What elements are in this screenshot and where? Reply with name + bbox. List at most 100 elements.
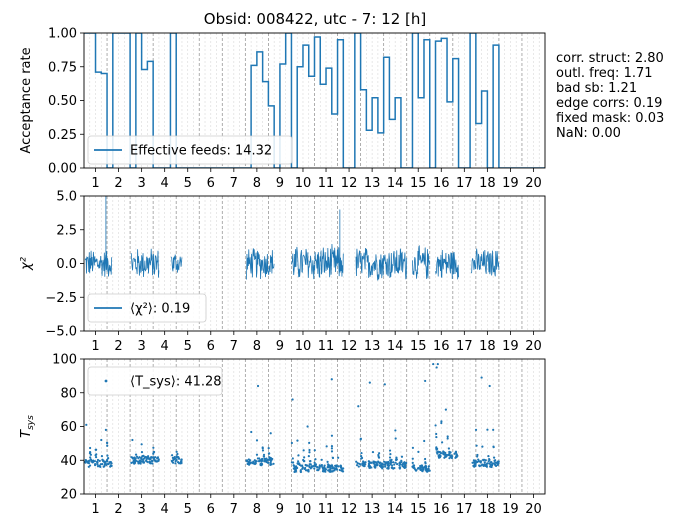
tsys-point bbox=[377, 453, 380, 457]
tsys-point bbox=[327, 464, 330, 468]
tsys-point bbox=[383, 383, 386, 386]
x-tick-label: 5 bbox=[184, 176, 192, 191]
tsys-point bbox=[400, 455, 404, 458]
tsys-point bbox=[381, 467, 384, 470]
tsys-point bbox=[399, 463, 402, 466]
tsys-point bbox=[401, 464, 404, 468]
tsys-point bbox=[267, 458, 270, 461]
tsys-point bbox=[394, 429, 397, 432]
tsys-point bbox=[367, 460, 370, 463]
tsys-point bbox=[330, 434, 334, 437]
tsys-point bbox=[143, 456, 146, 460]
x-tick-label: 20 bbox=[525, 176, 542, 191]
tsys-point bbox=[474, 461, 477, 465]
tsys-point bbox=[153, 458, 156, 462]
tsys-point bbox=[356, 462, 359, 465]
tsys-point bbox=[488, 384, 491, 388]
tsys-point bbox=[450, 456, 454, 460]
tsys-point bbox=[252, 460, 255, 463]
tsys-point bbox=[272, 462, 275, 465]
x-tick-label: 20 bbox=[525, 502, 542, 517]
tsys-point bbox=[255, 453, 259, 456]
tsys-point bbox=[368, 381, 371, 384]
tsys-point bbox=[389, 462, 392, 465]
tsys-point bbox=[487, 460, 490, 463]
x-tick-label: 14 bbox=[387, 176, 404, 191]
tsys-point bbox=[388, 449, 392, 452]
tsys-point bbox=[297, 454, 300, 457]
tsys-point bbox=[133, 462, 136, 465]
tsys-point bbox=[318, 467, 321, 470]
tsys-point bbox=[471, 461, 474, 464]
tsys-point bbox=[478, 465, 481, 468]
tsys-point bbox=[386, 467, 389, 470]
tsys-point bbox=[261, 457, 264, 461]
tsys-point bbox=[291, 398, 294, 401]
x-tick-label: 16 bbox=[433, 502, 450, 517]
x-tick-label: 8 bbox=[253, 176, 261, 191]
tsys-point bbox=[87, 465, 90, 468]
tsys-point bbox=[370, 461, 373, 464]
tsys-point bbox=[474, 428, 478, 431]
tsys-point bbox=[140, 458, 144, 461]
tsys-point bbox=[152, 452, 155, 455]
tsys-point bbox=[175, 455, 178, 458]
stat-corr-struct: corr. struct: 2.80 bbox=[556, 51, 664, 66]
plot-area bbox=[84, 196, 500, 281]
tsys-point bbox=[436, 450, 439, 453]
tsys-point bbox=[248, 462, 251, 465]
tsys-point bbox=[89, 453, 92, 456]
tsys-point bbox=[357, 465, 360, 468]
y-axis-label: Acceptance rate bbox=[19, 47, 34, 153]
y-tick-label: 0.00 bbox=[48, 162, 77, 177]
tsys-point bbox=[94, 462, 97, 466]
tsys-point bbox=[92, 460, 95, 463]
y-tick-label: 0.50 bbox=[48, 94, 77, 109]
tsys-point bbox=[448, 452, 451, 455]
x-tick-label: 5 bbox=[184, 339, 192, 354]
tsys-point bbox=[379, 461, 382, 464]
tsys-point bbox=[308, 460, 312, 463]
tsys-point bbox=[445, 453, 448, 456]
tsys-point bbox=[355, 464, 359, 467]
plot-area bbox=[84, 362, 500, 474]
tsys-point bbox=[248, 460, 251, 463]
tsys-point bbox=[371, 450, 375, 454]
stat-nan: NaN: 0.00 bbox=[556, 126, 621, 141]
x-tick-label: 8 bbox=[253, 339, 261, 354]
tsys-point bbox=[267, 446, 270, 450]
tsys-point bbox=[341, 467, 344, 470]
stat-edge-corrs: edge corrs: 0.19 bbox=[556, 96, 662, 111]
x-tick-label: 7 bbox=[230, 339, 238, 354]
tsys-point bbox=[476, 455, 479, 458]
tsys-point bbox=[380, 462, 383, 465]
tsys-point bbox=[308, 465, 311, 468]
tsys-point bbox=[488, 457, 491, 461]
tsys-point bbox=[391, 464, 394, 467]
tsys-point bbox=[156, 456, 160, 459]
tsys-point bbox=[104, 460, 107, 463]
tsys-point bbox=[94, 448, 97, 451]
tsys-point bbox=[417, 450, 420, 453]
tsys-point bbox=[321, 470, 325, 473]
tsys-point bbox=[450, 454, 453, 457]
tsys-point bbox=[428, 469, 431, 472]
x-tick-label: 18 bbox=[479, 339, 496, 354]
tsys-point bbox=[327, 469, 330, 472]
tsys-point bbox=[435, 366, 438, 369]
tsys-point bbox=[261, 449, 265, 452]
tsys-point bbox=[486, 428, 489, 431]
tsys-point bbox=[396, 462, 399, 466]
tsys-point bbox=[297, 460, 300, 463]
tsys-point bbox=[326, 460, 329, 463]
tsys-point bbox=[411, 461, 414, 464]
x-tick-label: 13 bbox=[364, 176, 381, 191]
tsys-point bbox=[106, 458, 109, 461]
tsys-point bbox=[416, 467, 420, 470]
tsys-point bbox=[318, 465, 321, 469]
tsys-point bbox=[303, 467, 306, 471]
tsys-point bbox=[363, 464, 366, 468]
x-tick-label: 17 bbox=[456, 339, 473, 354]
tsys-point bbox=[383, 460, 386, 463]
tsys-point bbox=[373, 466, 377, 469]
